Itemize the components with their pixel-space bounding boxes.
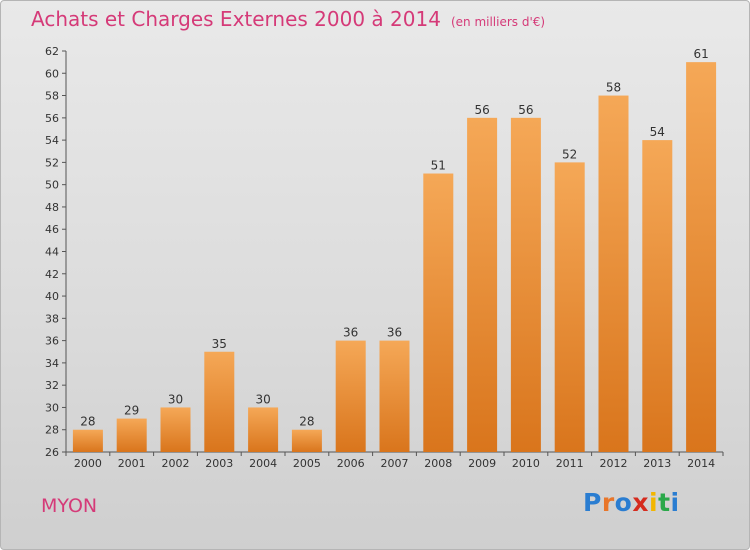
bar-value-label: 36: [387, 326, 402, 340]
bar: [686, 62, 717, 453]
x-tick-label: 2013: [643, 457, 671, 470]
x-tick-label: 2002: [162, 457, 190, 470]
logo-letter: t: [658, 488, 671, 517]
title-text: Achats et Charges Externes 2000 à 2014: [31, 7, 441, 31]
x-tick-label: 2011: [556, 457, 584, 470]
y-tick-label: 40: [45, 290, 59, 303]
x-tick-label: 2007: [381, 457, 409, 470]
y-tick-label: 46: [45, 223, 59, 236]
logo-letter: i: [649, 488, 659, 517]
bar-value-label: 28: [299, 415, 314, 429]
x-tick-label: 2003: [205, 457, 233, 470]
y-tick-label: 54: [45, 134, 59, 147]
y-tick-label: 34: [45, 357, 59, 370]
bar: [598, 95, 629, 453]
bar-value-label: 30: [255, 392, 270, 406]
bar-value-label: 36: [343, 326, 358, 340]
y-tick-label: 50: [45, 179, 59, 192]
bar: [160, 407, 191, 452]
bar-value-label: 28: [80, 415, 95, 429]
chart-subtitle: (en milliers d'€): [450, 15, 546, 29]
bar: [467, 117, 498, 452]
x-tick-label: 2014: [687, 457, 715, 470]
y-tick-label: 58: [45, 90, 59, 103]
bar-value-label: 56: [474, 103, 489, 117]
logo-letter: i: [670, 488, 680, 517]
x-tick-label: 2010: [512, 457, 540, 470]
y-tick-label: 42: [45, 268, 59, 281]
bar: [116, 418, 147, 452]
city-name: MYON: [41, 495, 98, 517]
y-tick-label: 30: [45, 401, 59, 414]
bar: [642, 140, 673, 452]
bar: [204, 351, 235, 452]
proxiti-logo: Proxiti: [583, 488, 680, 517]
y-tick-label: 26: [45, 446, 59, 459]
bar: [423, 173, 454, 452]
y-tick-label: 38: [45, 312, 59, 325]
bar: [510, 117, 541, 452]
bar: [291, 429, 322, 452]
bar: [554, 162, 585, 452]
y-tick-label: 62: [45, 45, 59, 58]
bar-value-label: 52: [562, 147, 577, 161]
bar-value-label: 29: [124, 404, 139, 418]
x-tick-label: 2008: [424, 457, 452, 470]
bar-value-label: 54: [650, 125, 665, 139]
bar-value-label: 51: [431, 159, 446, 173]
x-tick-label: 2009: [468, 457, 496, 470]
logo-letter: x: [632, 488, 649, 517]
x-tick-label: 2005: [293, 457, 321, 470]
x-tick-label: 2012: [600, 457, 628, 470]
logo-letter: o: [614, 488, 633, 517]
logo-letter: r: [601, 488, 615, 517]
y-tick-label: 32: [45, 379, 59, 392]
bar-value-label: 56: [518, 103, 533, 117]
y-tick-label: 48: [45, 201, 59, 214]
x-tick-label: 2000: [74, 457, 102, 470]
bar-value-label: 58: [606, 81, 621, 95]
bar: [379, 340, 410, 452]
y-tick-label: 60: [45, 67, 59, 80]
bar: [72, 429, 103, 452]
y-tick-label: 36: [45, 335, 59, 348]
axes: 26 28 30 32 34 36 38 40 42 44 46 48 50 52 54 56 58 60 62 20…: [45, 45, 724, 470]
logo-letter: P: [583, 488, 602, 517]
x-tick-label: 2006: [337, 457, 365, 470]
y-tick-label: 28: [45, 424, 59, 437]
x-tick-label: 2001: [118, 457, 146, 470]
bar-value-label: 35: [212, 337, 227, 351]
y-tick-label: 56: [45, 112, 59, 125]
bar-value-label: 61: [693, 47, 708, 61]
y-tick-label: 44: [45, 246, 59, 259]
chart-title: Achats et Charges Externes 2000 à 2014 (e…: [31, 7, 545, 31]
bars-group: 28 29 30 35 30 28 36 36 51 56 56 52 58 54 61: [72, 47, 717, 453]
bar-value-label: 30: [168, 392, 183, 406]
x-tick-label: 2004: [249, 457, 277, 470]
bar: [335, 340, 366, 452]
bar: [248, 407, 279, 452]
y-tick-label: 52: [45, 156, 59, 169]
